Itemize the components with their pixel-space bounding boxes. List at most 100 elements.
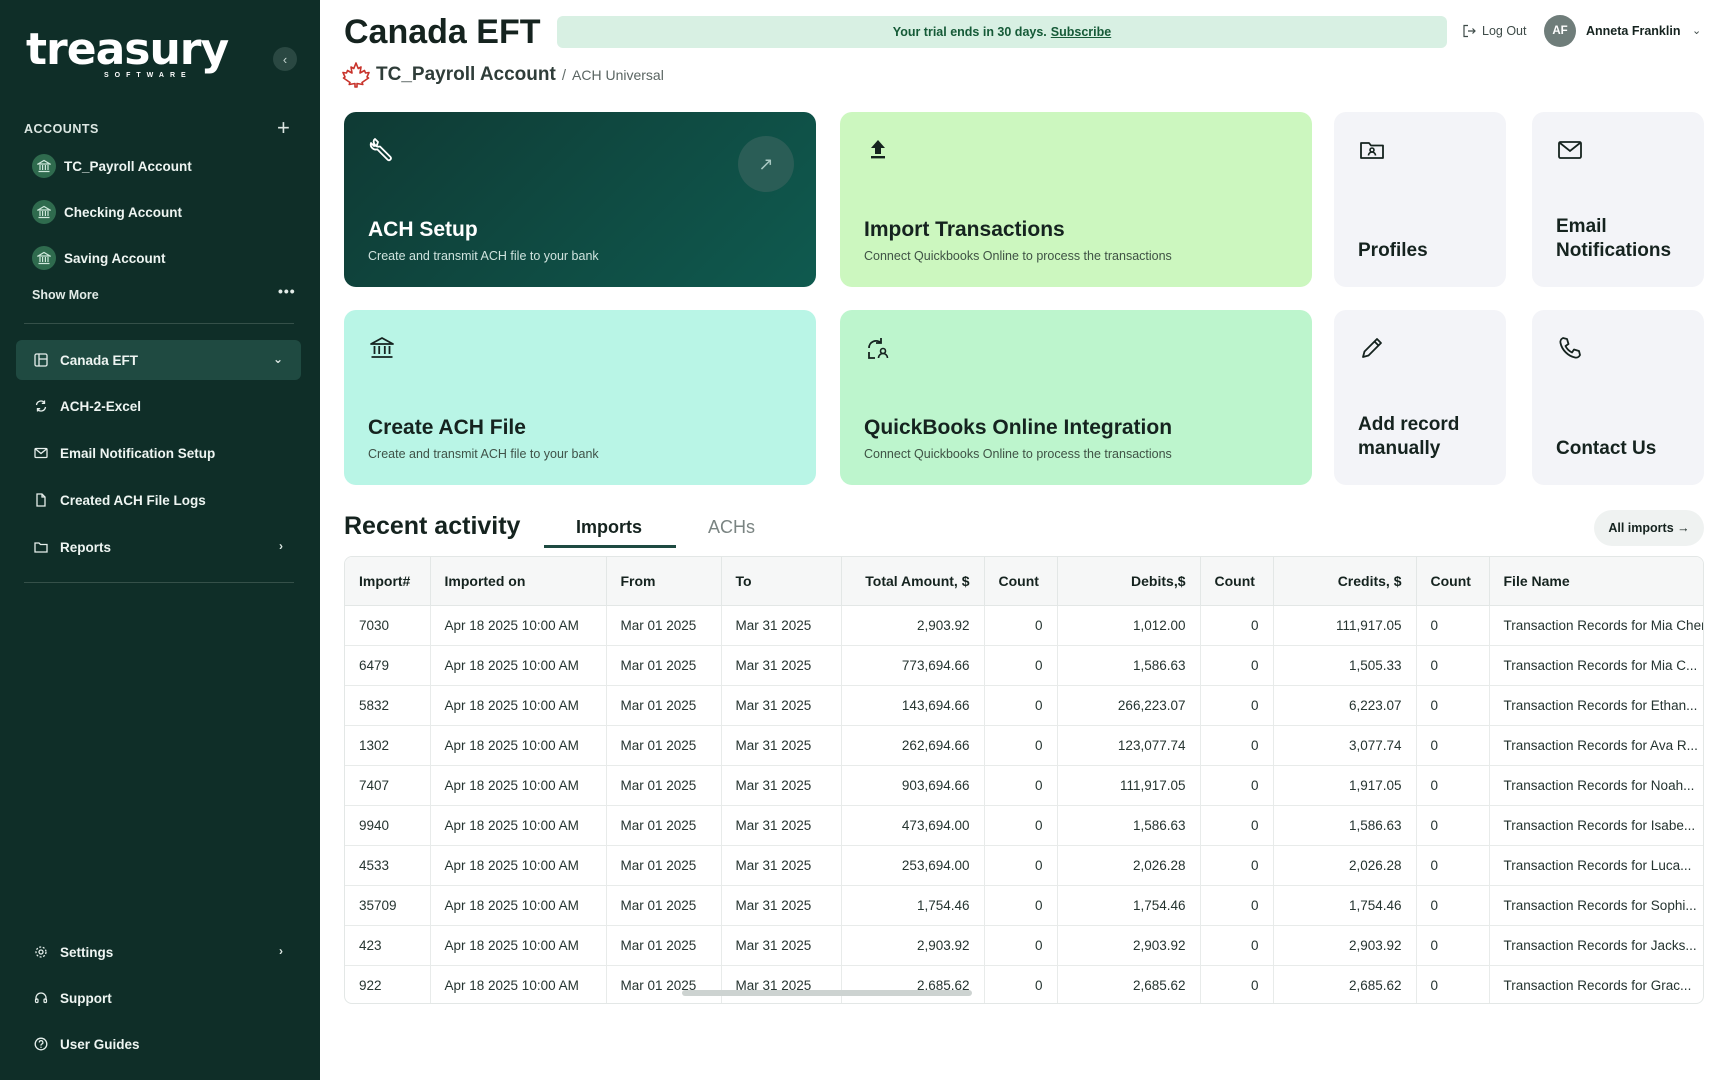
column-header[interactable]: Imported on [430,557,607,606]
sidebar-account-saving[interactable]: Saving Account [32,246,166,270]
column-header[interactable]: To [721,557,842,606]
column-header[interactable]: Debits,$ [1057,557,1201,606]
imports-table: Import# Imported on From To Total Amount… [344,556,1704,1004]
table-cell: Transaction Records for Jacks... [1489,925,1703,966]
table-cell: 111,917.05 [1057,765,1201,806]
table-row[interactable]: 35709 Apr 18 2025 10:00 AM Mar 01 2025 Mar … [345,885,1703,926]
nav-label: Created ACH File Logs [60,492,206,508]
table-cell: Apr 18 2025 10:00 AM [430,965,607,1003]
sidebar-account-checking[interactable]: Checking Account [32,200,182,224]
table-cell: Mar 31 2025 [721,965,842,1003]
table-cell: 0 [1416,645,1490,686]
table-cell: Transaction Records for Grac... [1489,965,1703,1003]
tile-description: Connect Quickbooks Online to process the… [864,249,1172,263]
table-row[interactable]: 922 Apr 18 2025 10:00 AM Mar 01 2025 Mar 31… [345,965,1703,1003]
table-cell: Apr 18 2025 10:00 AM [430,725,607,766]
column-header[interactable]: From [606,557,722,606]
tile-create-ach-file[interactable]: Create ACH File Create and transmit ACH … [344,310,816,485]
nav-label: Support [60,990,112,1006]
chevron-down-icon[interactable]: ⌄ [1692,25,1702,37]
tile-import-transactions[interactable]: Import Transactions Connect Quickbooks O… [840,112,1312,287]
more-options-icon[interactable]: ••• [278,283,296,299]
table-cell: 0 [984,765,1058,806]
treasury-logo[interactable]: treasury SOFTWARE [26,28,229,84]
sidebar-item-support[interactable]: Support [16,978,301,1018]
table-row[interactable]: 423 Apr 18 2025 10:00 AM Mar 01 2025 Mar 31… [345,925,1703,966]
integration-icon [864,334,892,362]
tile-contact-us[interactable]: Contact Us [1532,310,1704,485]
table-cell: 423 [345,925,431,966]
tile-ach-setup[interactable]: ↗ ACH Setup Create and transmit ACH file… [344,112,816,287]
table-cell: Apr 18 2025 10:00 AM [430,685,607,726]
subscribe-link[interactable]: Subscribe [1050,25,1112,39]
table-row[interactable]: 7030 Apr 18 2025 10:00 AM Mar 01 2025 Mar 3… [345,605,1703,646]
table-cell: 1,754.46 [1273,885,1417,926]
column-header[interactable]: Import# [345,557,431,606]
logo-subtitle: SOFTWARE [104,72,192,79]
account-label: Checking Account [64,204,183,220]
tile-quickbooks-online-integration[interactable]: QuickBooks Online Integration Connect Qu… [840,310,1312,485]
tile-profiles[interactable]: Profiles [1334,112,1506,287]
table-row[interactable]: 5832 Apr 18 2025 10:00 AM Mar 01 2025 Mar 3… [345,685,1703,726]
column-header[interactable]: Count [984,557,1058,606]
table-cell: 0 [1200,765,1274,806]
arrow-up-right-icon[interactable]: ↗ [738,136,794,192]
breadcrumb-account[interactable]: TC_Payroll Account [376,64,556,85]
table-cell: 5832 [345,685,431,726]
sidebar-item-reports[interactable]: Reports › [16,527,301,567]
logout-icon [1462,24,1476,38]
nav-label: Settings [60,944,114,960]
tile-title: Add record [1358,414,1460,435]
table-cell: 262,694.66 [841,725,985,766]
sidebar-item-user-guides[interactable]: User Guides [16,1024,301,1064]
sidebar-divider [24,582,294,583]
table-cell: Mar 31 2025 [721,885,842,926]
table-row[interactable]: 4533 Apr 18 2025 10:00 AM Mar 01 2025 Mar 3… [345,845,1703,886]
column-header[interactable]: File Name [1489,557,1703,606]
table-row[interactable]: 9940 Apr 18 2025 10:00 AM Mar 01 2025 Mar 3… [345,805,1703,846]
sidebar-account-tc-payroll[interactable]: TC_Payroll Account [32,154,192,178]
column-header[interactable]: Count [1416,557,1490,606]
breadcrumb-separator: / [561,66,567,84]
tab-imports[interactable]: Imports [576,517,643,537]
tile-email-notifications[interactable]: Email Notifications [1532,112,1704,287]
profile-folder-icon [1358,136,1386,164]
sidebar-item-created-ach-file-logs[interactable]: Created ACH File Logs [16,480,301,520]
table-cell: 1,012.00 [1057,605,1201,646]
account-label: TC_Payroll Account [64,158,192,174]
table-row[interactable]: 7407 Apr 18 2025 10:00 AM Mar 01 2025 Mar 3… [345,765,1703,806]
table-cell: 0 [984,965,1058,1003]
trial-text: Your trial ends in 30 days. [892,25,1047,39]
sidebar-item-canada-eft[interactable]: Canada EFT ⌄ [16,340,301,380]
avatar[interactable]: AF [1544,15,1576,47]
show-more-link[interactable]: Show More [32,288,99,302]
column-header[interactable]: Total Amount, $ [841,557,985,606]
column-header[interactable]: Count [1200,557,1274,606]
sidebar: treasury SOFTWARE ‹ ACCOUNTS + TC_Payrol… [0,0,320,1080]
all-imports-button[interactable]: All imports → [1594,510,1704,546]
wrench-icon [368,136,396,164]
logout-button[interactable]: Log Out [1462,24,1526,38]
table-cell: 123,077.74 [1057,725,1201,766]
table-cell: Mar 31 2025 [721,925,842,966]
sidebar-item-settings[interactable]: Settings › [16,932,301,972]
table-cell: 0 [1416,725,1490,766]
table-row[interactable]: 6479 Apr 18 2025 10:00 AM Mar 01 2025 Mar 3… [345,645,1703,686]
table-row[interactable]: 1302 Apr 18 2025 10:00 AM Mar 01 2025 Mar 3… [345,725,1703,766]
table-cell: 6,223.07 [1273,685,1417,726]
table-cell: 3,077.74 [1273,725,1417,766]
add-account-icon[interactable]: + [277,115,290,140]
column-header[interactable]: Credits, $ [1273,557,1417,606]
nav-label: Email Notification Setup [60,445,216,461]
horizontal-scrollbar[interactable] [682,990,972,996]
page-title: Canada EFT [344,13,541,51]
sidebar-item-email-notification-setup[interactable]: Email Notification Setup [16,433,301,473]
tile-add-record-manually[interactable]: Add record manually [1334,310,1506,485]
table-cell: 0 [984,885,1058,926]
table-cell: 0 [984,645,1058,686]
user-name[interactable]: Anneta Franklin [1586,24,1681,38]
table-cell: 0 [1200,645,1274,686]
collapse-sidebar-button[interactable]: ‹ [273,47,297,71]
tab-achs[interactable]: ACHs [708,517,756,537]
sidebar-item-ach-2-excel[interactable]: ACH-2-Excel [16,386,301,426]
